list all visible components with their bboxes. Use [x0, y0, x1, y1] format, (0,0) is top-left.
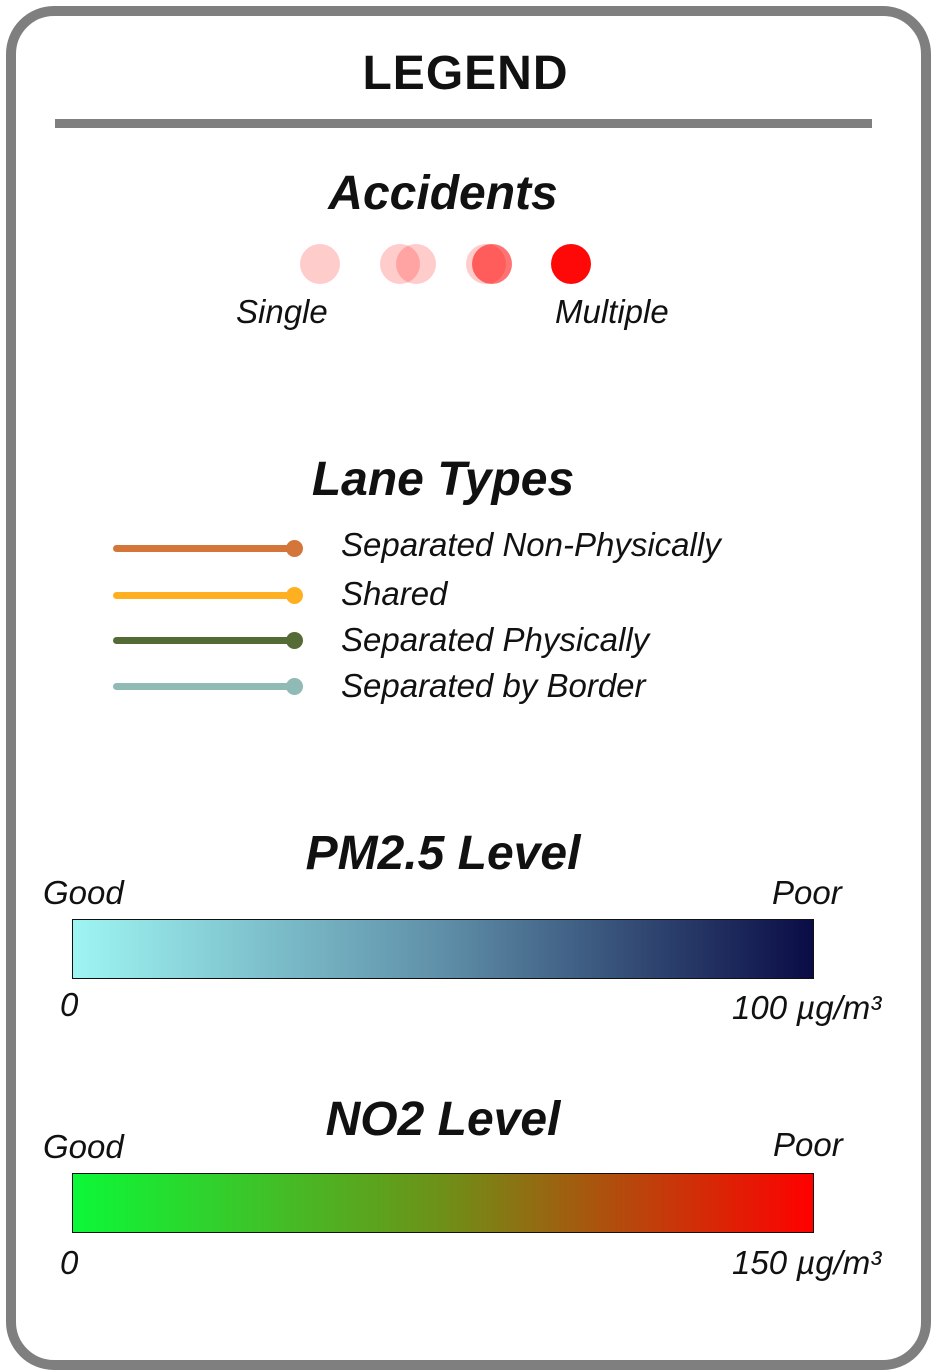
accidents-label-multiple: Multiple [555, 293, 669, 330]
lane-label: Separated Non-Physically [341, 526, 721, 563]
lane-line-icon [113, 545, 300, 552]
lane-endpoint-icon [286, 540, 303, 557]
no2-poor-label: Poor [773, 1126, 843, 1163]
pm25-max-label: 100 µg/m³ [732, 989, 882, 1026]
accident-dot-2a [380, 244, 420, 284]
title-divider [55, 119, 872, 128]
lane-endpoint-icon [286, 632, 303, 649]
accident-dot-2b [396, 244, 436, 284]
no2-min-label: 0 [60, 1244, 79, 1281]
accident-dot-1 [300, 244, 340, 284]
pm25-good-label: Good [43, 874, 124, 911]
lane-line-icon [113, 637, 300, 644]
accidents-label-single: Single [236, 293, 328, 330]
lane-line-icon [113, 592, 300, 599]
legend-title: LEGEND [362, 47, 569, 100]
pm25-min-label: 0 [60, 986, 79, 1023]
lane-line-icon [113, 683, 300, 690]
pm25-title: PM2.5 Level [305, 827, 581, 880]
pm25-gradient-bar [72, 919, 814, 979]
lane-endpoint-icon [286, 678, 303, 695]
no2-good-label: Good [43, 1128, 124, 1165]
accident-dot-4 [551, 244, 591, 284]
accidents-title: Accidents [328, 167, 558, 220]
pm25-poor-label: Poor [772, 874, 842, 911]
no2-gradient-bar [72, 1173, 814, 1233]
no2-max-label: 150 µg/m³ [732, 1244, 882, 1281]
no2-title: NO2 Level [325, 1093, 561, 1146]
accident-dot-3b [472, 244, 512, 284]
lane-endpoint-icon [286, 587, 303, 604]
lane-label: Shared [341, 575, 448, 612]
lane-types-title: Lane Types [311, 453, 575, 506]
lane-label: Separated by Border [341, 667, 646, 704]
lane-label: Separated Physically [341, 621, 650, 658]
